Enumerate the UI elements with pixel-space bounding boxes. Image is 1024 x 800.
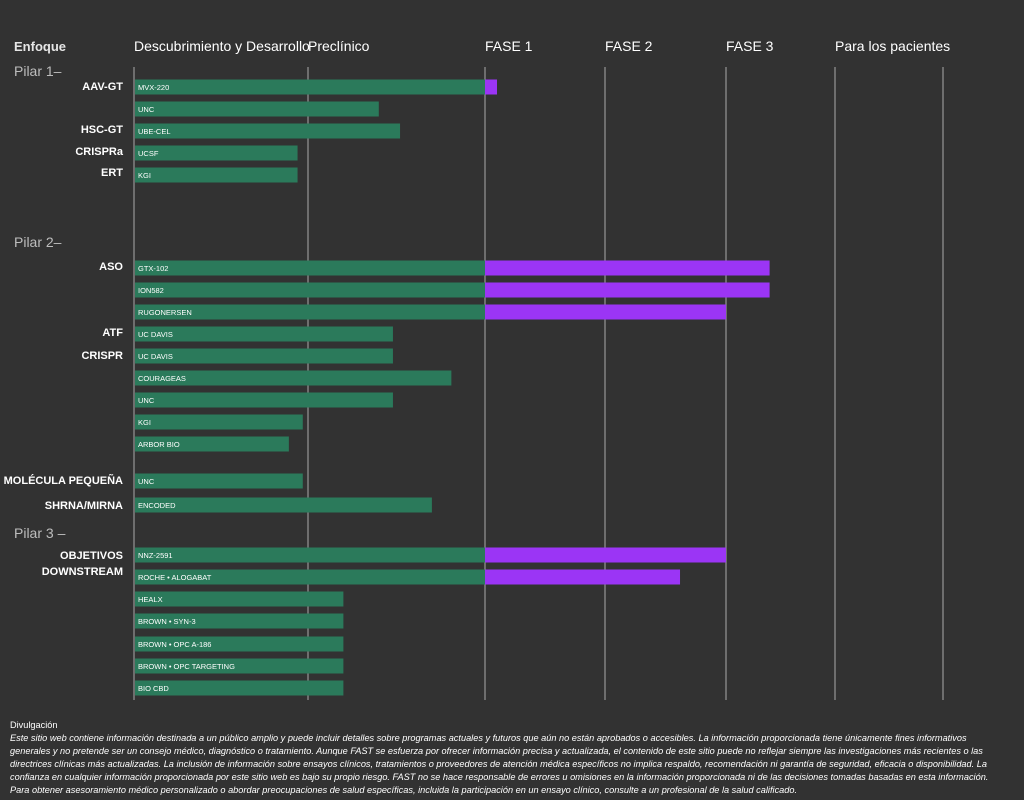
- bar-label: COURAGEAS: [138, 374, 186, 383]
- bar-preclinical: [135, 260, 485, 276]
- bar-preclinical: [135, 145, 298, 161]
- bar-label: KGI: [138, 171, 151, 180]
- bar-clinical: [485, 79, 497, 95]
- bar-clinical: [485, 304, 726, 320]
- bar-preclinical: [135, 304, 485, 320]
- group-label: ERT: [101, 167, 123, 179]
- bar-label: UNC: [138, 105, 155, 114]
- header-enfoque: Enfoque: [14, 39, 66, 54]
- header-column: Descubrimiento y Desarrollo: [134, 38, 310, 54]
- pipeline-chart: Enfoque Descubrimiento y DesarrolloPreclí…: [4, 38, 950, 700]
- bar-preclinical: [135, 497, 432, 513]
- bar-label: UBE-CEL: [138, 127, 171, 136]
- group-label: ATF: [102, 327, 123, 339]
- bar-preclinical: [135, 636, 344, 652]
- bar-preclinical: [135, 547, 485, 563]
- group-label: CRISPRa: [75, 146, 124, 158]
- header-column: Para los pacientes: [835, 38, 950, 54]
- bar-preclinical: [135, 473, 303, 489]
- header-column: FASE 2: [605, 38, 653, 54]
- bar-clinical: [485, 282, 770, 298]
- group-label: DOWNSTREAM: [42, 566, 123, 578]
- bar-label: BROWN • SYN-3: [138, 617, 196, 626]
- bar-label: ION582: [138, 286, 164, 295]
- group-label: SHRNA/MIRNA: [45, 500, 123, 512]
- bar-clinical: [485, 260, 770, 276]
- bar-label: BROWN • OPC TARGETING: [138, 662, 235, 671]
- group-label: CRISPR: [81, 350, 123, 362]
- bar-label: UNC: [138, 477, 155, 486]
- bar-preclinical: [135, 613, 344, 629]
- bar-label: MVX-220: [138, 83, 169, 92]
- group-label: HSC-GT: [81, 124, 123, 136]
- bar-preclinical: [135, 348, 393, 364]
- bar-preclinical: [135, 414, 303, 430]
- bar-label: KGI: [138, 418, 151, 427]
- bar-label: UC DAVIS: [138, 330, 173, 339]
- pillar-label: Pilar 3 –: [14, 525, 66, 541]
- pillar-label: Pilar 1–: [14, 63, 62, 79]
- bar-preclinical: [135, 282, 485, 298]
- disclaimer-title: Divulgación: [10, 720, 58, 730]
- disclaimer-text: Este sitio web contiene información dest…: [10, 733, 989, 795]
- bar-label: NNZ-2591: [138, 551, 173, 560]
- header-column: FASE 3: [726, 38, 774, 54]
- bar-preclinical: [135, 123, 401, 139]
- bar-preclinical: [135, 101, 379, 117]
- bar-label: BIO CBD: [138, 684, 169, 693]
- header-column: Preclínico: [308, 38, 370, 54]
- bar-label: RUGONERSEN: [138, 308, 192, 317]
- pillar-label: Pilar 2–: [14, 234, 62, 250]
- bar-preclinical: [135, 392, 393, 408]
- bar-preclinical: [135, 591, 344, 607]
- bar-preclinical: [135, 370, 452, 386]
- disclaimer: Divulgación Este sitio web contiene info…: [10, 719, 1000, 797]
- bar-label: UNC: [138, 396, 155, 405]
- bar-preclinical: [135, 658, 344, 674]
- bar-label: UCSF: [138, 149, 159, 158]
- group-label: OBJETIVOS: [60, 550, 123, 562]
- bar-preclinical: [135, 167, 298, 183]
- bar-preclinical: [135, 436, 289, 452]
- bar-clinical: [485, 547, 726, 563]
- bar-preclinical: [135, 680, 344, 696]
- bar-preclinical: [135, 326, 393, 342]
- group-label: AAV-GT: [82, 81, 123, 93]
- bar-label: GTX-102: [138, 264, 168, 273]
- group-label: ASO: [99, 261, 123, 273]
- bar-label: UC DAVIS: [138, 352, 173, 361]
- bar-label: BROWN • OPC A-186: [138, 640, 211, 649]
- bar-label: ENCODED: [138, 501, 176, 510]
- bar-label: ROCHE • ALOGABAT: [138, 573, 212, 582]
- bar-clinical: [485, 569, 681, 585]
- bar-preclinical: [135, 79, 485, 95]
- header-column: FASE 1: [485, 38, 533, 54]
- bar-preclinical: [135, 569, 485, 585]
- group-label: MOLÉCULA PEQUEÑA: [4, 474, 123, 487]
- bar-label: ARBOR BIO: [138, 440, 180, 449]
- bar-label: HEALX: [138, 595, 163, 604]
